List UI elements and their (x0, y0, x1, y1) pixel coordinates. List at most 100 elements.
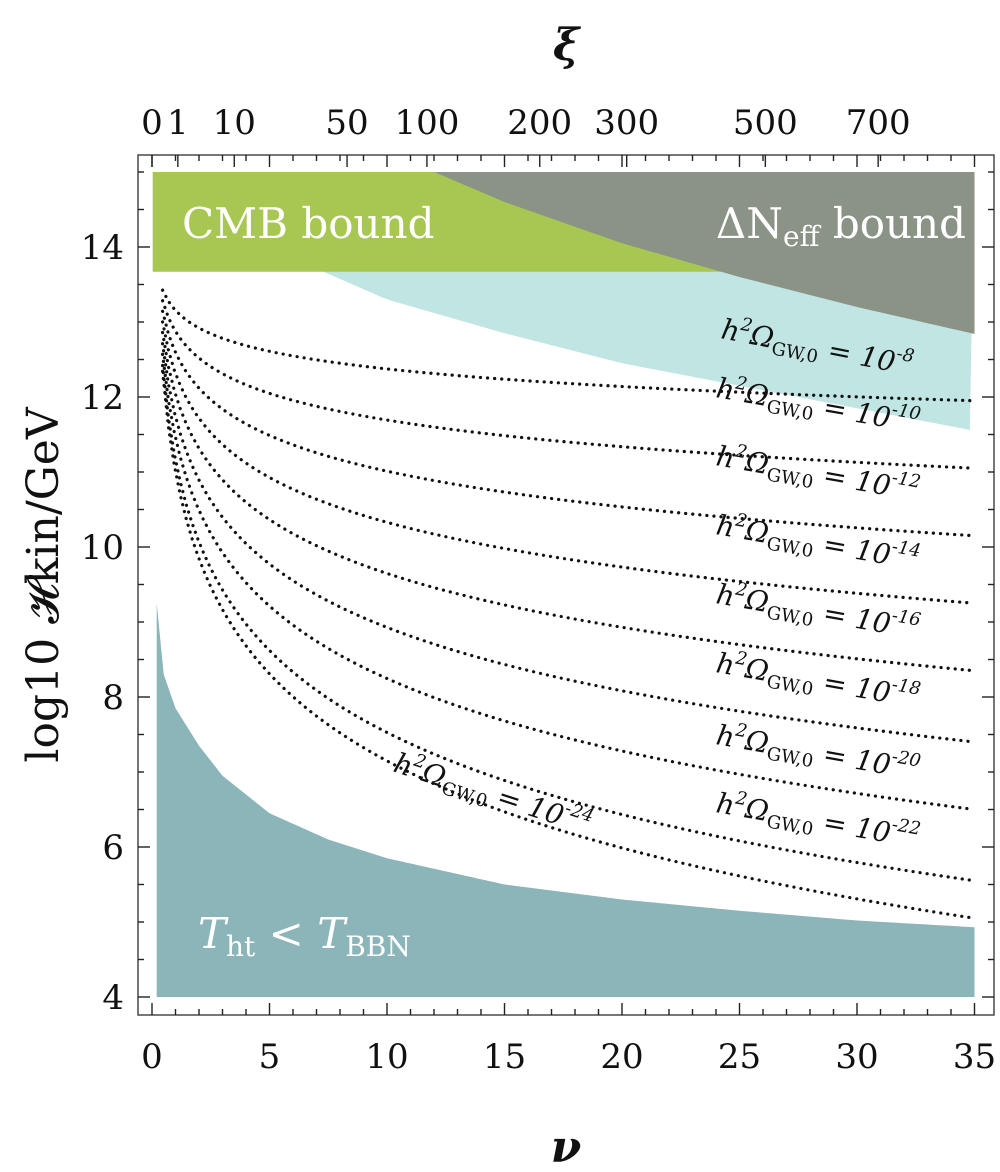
contour-line-8 (160, 363, 975, 883)
contour-label: h2ΩGW,0 = 10-16 (713, 574, 922, 649)
contour-h-sup: 2 (738, 314, 754, 337)
contour-eq: = 10 (812, 664, 893, 710)
contour-line-4 (160, 320, 975, 605)
axis-ticks (138, 155, 994, 1015)
contour-line-6 (160, 342, 975, 744)
contour-h-sup: 2 (733, 509, 749, 532)
contour-h-sup: 2 (733, 578, 749, 601)
xi-tick-label: 10 (213, 103, 256, 143)
xi-tick-label: 0 (141, 103, 163, 143)
top-axis-label: ξ (553, 20, 581, 71)
contour-h: h (714, 371, 738, 407)
dneff-main: ΔN (716, 199, 783, 248)
x-tick-label: 25 (718, 1037, 761, 1077)
contour-eq: = 10 (812, 736, 893, 782)
contour-exp: -22 (890, 814, 922, 840)
contour-label: h2ΩGW,0 = 10-24 (389, 743, 597, 845)
region-dneff-bound (434, 172, 975, 334)
xi-tick-label: 500 (733, 103, 798, 143)
contour-omega-sub: GW,0 (765, 533, 815, 562)
contour-h-sup: 2 (410, 750, 428, 774)
contour-lines (160, 288, 975, 920)
contour-exp: -24 (562, 798, 596, 827)
region-tht-lt-tbbn (156, 603, 975, 997)
contour-exp: -16 (890, 605, 922, 631)
xi-tick-label: 700 (846, 103, 911, 143)
contour-label: h2ΩGW,0 = 10-18 (713, 643, 922, 718)
contour-h-sup: 2 (733, 440, 749, 463)
x-tick-label: 10 (365, 1037, 408, 1077)
contour-omega-sub: GW,0 (765, 464, 815, 493)
contour-h-sup: 2 (733, 719, 749, 742)
contour-omega-sub: GW,0 (765, 811, 815, 840)
xi-tick-label: 200 (507, 103, 572, 143)
contour-h-sup: 2 (733, 647, 749, 670)
contour-eq: = 10 (812, 526, 893, 572)
shaded-regions (152, 172, 975, 997)
dneff-rest: bound (819, 199, 966, 248)
tht-tbbn-label: Tht < TBBN (198, 909, 411, 963)
contour-omega: Ω (742, 582, 772, 619)
contour-omega: Ω (742, 444, 772, 481)
tht-T: T (198, 909, 229, 958)
contour-omega: Ω (742, 376, 772, 413)
contour-eq: = 10 (812, 804, 893, 850)
y-tick-label: 12 (81, 378, 124, 418)
x-tick-label: 35 (953, 1037, 996, 1077)
cmb-bound-label: CMB bound (182, 199, 435, 248)
tbbn-T: T (317, 909, 348, 958)
xi-tick-label: 100 (394, 103, 459, 143)
dneff-sub: eff (783, 220, 822, 253)
x-tick-label: 15 (483, 1037, 526, 1077)
y-tick-label: 4 (102, 978, 124, 1018)
y-tick-label: 6 (102, 828, 124, 868)
contour-label: h2ΩGW,0 = 10-14 (713, 505, 922, 580)
contour-h-sup: 2 (733, 787, 749, 810)
x-axis-label: ν (551, 1122, 582, 1172)
contour-eq: = 10 (812, 595, 893, 641)
y-tick-label: 10 (81, 528, 124, 568)
contour-omega-sub: GW,0 (765, 602, 815, 631)
contour-h: h (714, 718, 738, 754)
contour-line-2 (160, 299, 975, 470)
x-tick-label: 0 (141, 1037, 163, 1077)
contour-label: h2ΩGW,0 = 10-12 (713, 436, 922, 511)
y-axis-label: log10 𝓗kin/GeV (18, 406, 69, 762)
contour-omega: Ω (742, 723, 772, 760)
x-tick-label: 20 (600, 1037, 643, 1077)
contour-exp: -20 (890, 746, 922, 772)
contour-omega-sub: GW,0 (439, 778, 490, 812)
contour-omega: Ω (742, 651, 772, 688)
contour-h: h (714, 786, 738, 822)
xi-tick-label: 50 (325, 103, 368, 143)
y-tick-label: 14 (81, 228, 124, 268)
contour-exp: -18 (890, 674, 922, 700)
contour-exp: -8 (895, 343, 916, 367)
tht-sub: ht (226, 930, 256, 963)
contour-h: h (714, 439, 738, 475)
contour-h: h (714, 646, 738, 682)
contour-omega-sub: GW,0 (765, 743, 815, 772)
contour-line-1 (160, 288, 975, 403)
contour-omega-sub: GW,0 (765, 671, 815, 700)
contour-h-sup: 2 (733, 372, 749, 395)
contour-h: h (714, 508, 738, 544)
contour-h: h (714, 577, 738, 613)
contour-eq: = 10 (485, 777, 568, 832)
contour-exp: -10 (890, 399, 922, 425)
contour-omega: Ω (742, 791, 772, 828)
contour-line-5 (160, 330, 975, 673)
tbbn-sub: BBN (345, 930, 411, 963)
xi-tick-label: 300 (594, 103, 659, 143)
xi-tick-label: 1 (167, 103, 189, 143)
x-tick-label: 5 (259, 1037, 281, 1077)
contour-omega: Ω (742, 513, 772, 550)
contour-exp: -12 (890, 467, 922, 493)
contour-label: h2ΩGW,0 = 10-20 (713, 715, 922, 790)
y-tick-label: 8 (102, 678, 124, 718)
contour-label: h2ΩGW,0 = 10-22 (713, 783, 922, 858)
contour-line-7 (160, 352, 975, 811)
x-tick-label: 30 (835, 1037, 878, 1077)
tht-mid: < (255, 909, 317, 958)
